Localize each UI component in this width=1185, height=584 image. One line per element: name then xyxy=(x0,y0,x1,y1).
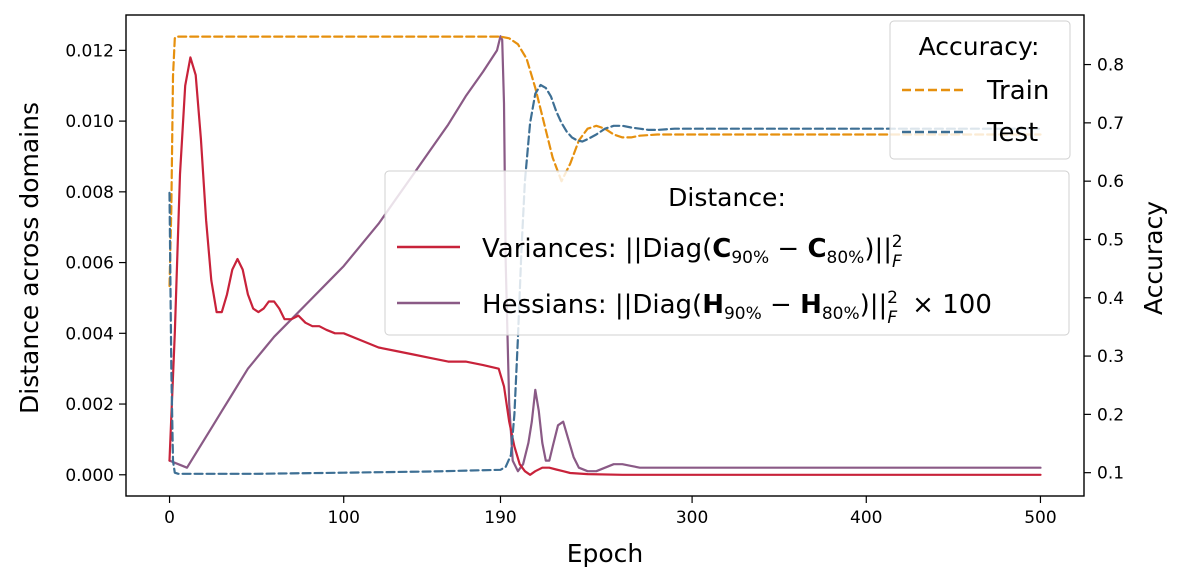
legend-distance-box xyxy=(384,170,1070,336)
legend-accuracy: Accuracy: Train Test xyxy=(889,20,1071,160)
y-right-tick-label: 0.6 xyxy=(1097,172,1124,192)
x-tick-label: 0 xyxy=(164,508,175,528)
y-left-axis-ticks: 0.000 0.002 0.004 0.006 0.008 0.010 0.012 xyxy=(65,41,126,486)
series-line-train xyxy=(168,35,1042,288)
y-right-tick-label: 0.7 xyxy=(1097,114,1124,134)
x-axis-label: Epoch xyxy=(567,539,644,568)
y-left-axis-label: Distance across domains xyxy=(15,102,44,414)
x-axis-ticks: 0 100 190 300 400 500 xyxy=(164,496,1057,528)
x-tick-label: 300 xyxy=(676,508,708,528)
y-right-tick-label: 0.3 xyxy=(1097,347,1124,367)
legend-distance-title: Distance: xyxy=(668,183,786,212)
legend-accuracy-box xyxy=(889,20,1071,160)
y-right-axis-ticks: 0.1 0.2 0.3 0.4 0.5 0.6 0.7 0.8 xyxy=(1084,56,1124,484)
y-right-tick-label: 0.4 xyxy=(1097,289,1124,309)
y-right-tick-label: 0.2 xyxy=(1097,405,1124,425)
y-right-tick-label: 0.5 xyxy=(1097,230,1124,250)
x-tick-label: 400 xyxy=(850,508,882,528)
x-tick-label: 500 xyxy=(1024,508,1056,528)
y-right-tick-label: 0.1 xyxy=(1097,464,1124,484)
x-tick-label: 190 xyxy=(484,508,516,528)
y-right-axis-label: Accuracy xyxy=(1139,201,1168,315)
y-left-tick-label: 0.002 xyxy=(65,395,114,415)
y-left-tick-label: 0.012 xyxy=(65,41,114,61)
y-right-tick-label: 0.8 xyxy=(1097,56,1124,76)
y-left-tick-label: 0.006 xyxy=(65,254,114,274)
legend-test-label: Test xyxy=(986,118,1038,148)
y-left-tick-label: 0.008 xyxy=(65,183,114,203)
plot-lines xyxy=(168,35,1042,476)
series-line-variances xyxy=(168,56,1042,476)
y-left-tick-label: 0.010 xyxy=(65,112,114,132)
y-left-tick-label: 0.000 xyxy=(65,466,114,486)
x-tick-label: 100 xyxy=(328,508,360,528)
legend-distance: Distance: Variances: ||Diag(C90% − C80%)… xyxy=(384,170,1070,336)
y-left-tick-label: 0.004 xyxy=(65,324,114,344)
legend-train-label: Train xyxy=(986,76,1049,106)
plot-frame xyxy=(125,14,1085,497)
series-line-test xyxy=(168,83,1042,475)
legend-accuracy-title: Accuracy: xyxy=(919,32,1040,61)
